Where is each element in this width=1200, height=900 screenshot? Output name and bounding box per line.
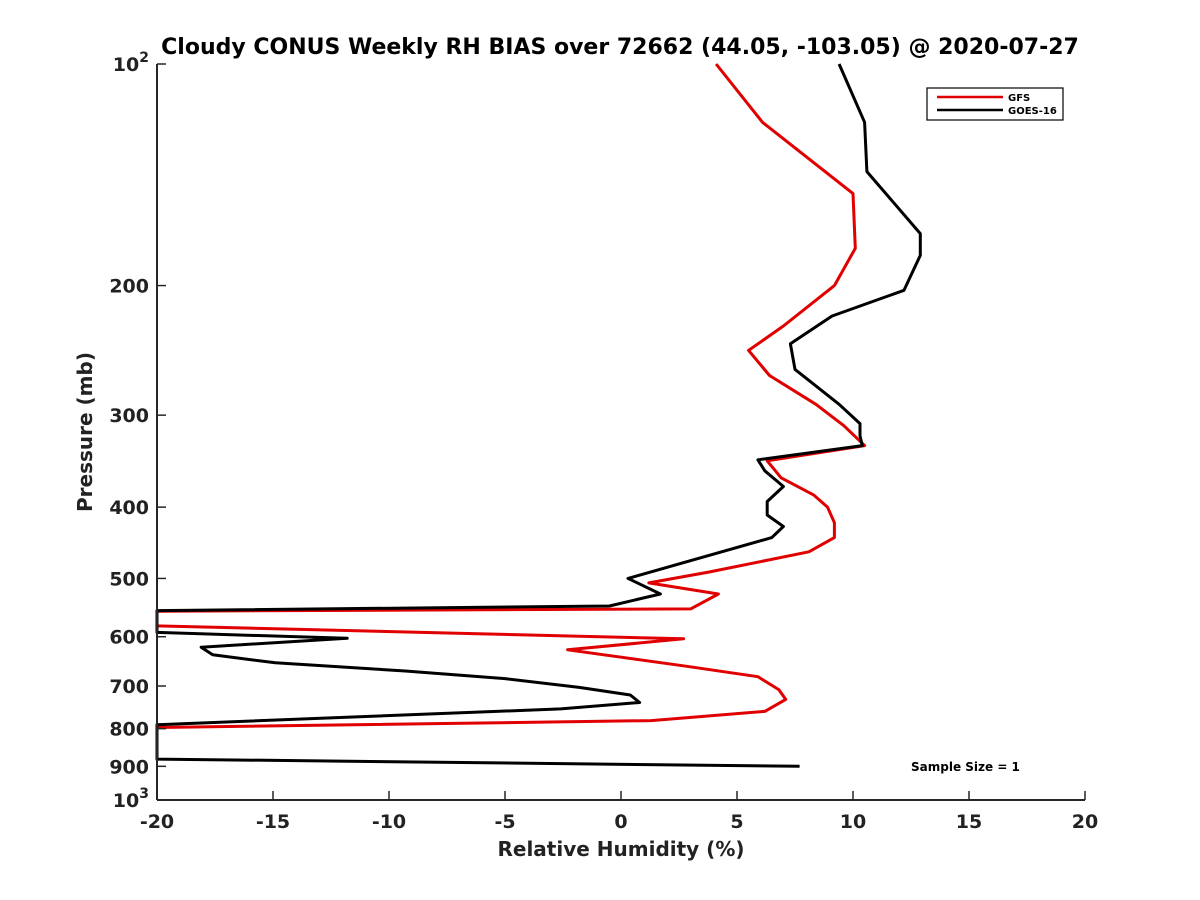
legend-label-goes16: GOES-16 bbox=[1008, 106, 1057, 117]
y-tick-label: 900 bbox=[109, 756, 149, 778]
x-tick-label: 15 bbox=[956, 811, 982, 833]
series-line-goes-16 bbox=[155, 63, 922, 768]
y-tick-label: 700 bbox=[109, 676, 149, 698]
legend: GFS GOES-16 bbox=[926, 87, 1064, 121]
y-tick-label: 600 bbox=[109, 627, 149, 649]
x-tick-label: -10 bbox=[372, 811, 406, 833]
x-tick-label: -20 bbox=[140, 811, 174, 833]
x-axis-ticks: -20 -15 -10 -5 0 5 10 15 20 bbox=[140, 791, 1098, 833]
y-tick-label: 102 bbox=[113, 50, 149, 76]
x-axis-label: Relative Humidity (%) bbox=[497, 837, 744, 861]
y-tick-label: 500 bbox=[109, 568, 149, 590]
legend-box bbox=[926, 87, 1064, 121]
y-axis-ticks: 102 200 300 400 500 600 700 800 900 103 bbox=[109, 50, 166, 812]
x-tick-label: 0 bbox=[614, 811, 627, 833]
y-tick-label: 200 bbox=[109, 276, 149, 298]
series-line-gfs bbox=[155, 63, 867, 729]
x-tick-label: -15 bbox=[256, 811, 290, 833]
x-tick-label: 5 bbox=[730, 811, 743, 833]
y-tick-label: 800 bbox=[109, 719, 149, 741]
legend-label-gfs: GFS bbox=[1008, 93, 1030, 104]
chart-title: Cloudy CONUS Weekly RH BIAS over 72662 (… bbox=[161, 35, 1079, 60]
x-tick-label: -5 bbox=[494, 811, 515, 833]
sample-size-annotation: Sample Size = 1 bbox=[911, 760, 1020, 774]
x-tick-label: 20 bbox=[1072, 811, 1098, 833]
y-tick-label: 300 bbox=[109, 405, 149, 427]
y-axis-label: Pressure (mb) bbox=[73, 352, 97, 512]
x-tick-label: 10 bbox=[840, 811, 866, 833]
plot-area bbox=[155, 63, 922, 768]
y-tick-label: 103 bbox=[113, 786, 149, 812]
y-tick-label: 400 bbox=[109, 497, 149, 519]
